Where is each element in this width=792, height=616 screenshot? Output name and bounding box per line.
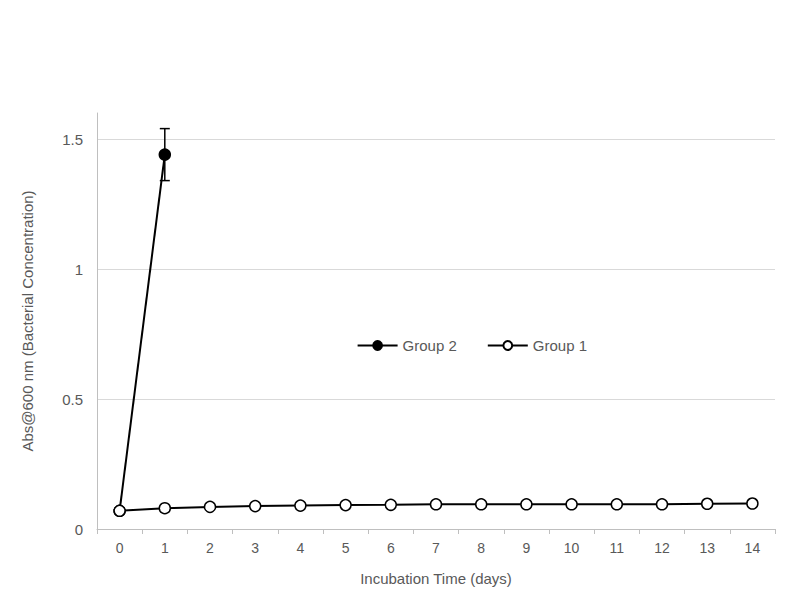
svg-text:3: 3 [251,540,259,556]
svg-text:Incubation Time (days): Incubation Time (days) [360,570,512,587]
svg-text:1: 1 [75,261,83,278]
svg-text:10: 10 [564,540,580,556]
svg-text:6: 6 [387,540,395,556]
svg-text:0: 0 [75,521,83,538]
svg-text:7: 7 [432,540,440,556]
svg-text:12: 12 [654,540,670,556]
svg-text:5: 5 [342,540,350,556]
svg-text:0: 0 [116,540,124,556]
svg-text:11: 11 [610,540,625,556]
svg-text:0.5: 0.5 [62,391,83,408]
svg-text:1.5: 1.5 [62,131,83,148]
svg-text:8: 8 [477,540,485,556]
svg-text:13: 13 [699,540,715,556]
svg-text:4: 4 [297,540,305,556]
svg-text:9: 9 [523,540,531,556]
svg-text:14: 14 [745,540,761,556]
svg-text:2: 2 [206,540,214,556]
svg-text:Abs@600 nm (Bacterial Concentr: Abs@600 nm (Bacterial Concentration) [19,190,36,451]
svg-text:1: 1 [161,540,169,556]
svg-text:Group 1: Group 1 [533,337,587,354]
svg-text:Group 2: Group 2 [403,337,457,354]
